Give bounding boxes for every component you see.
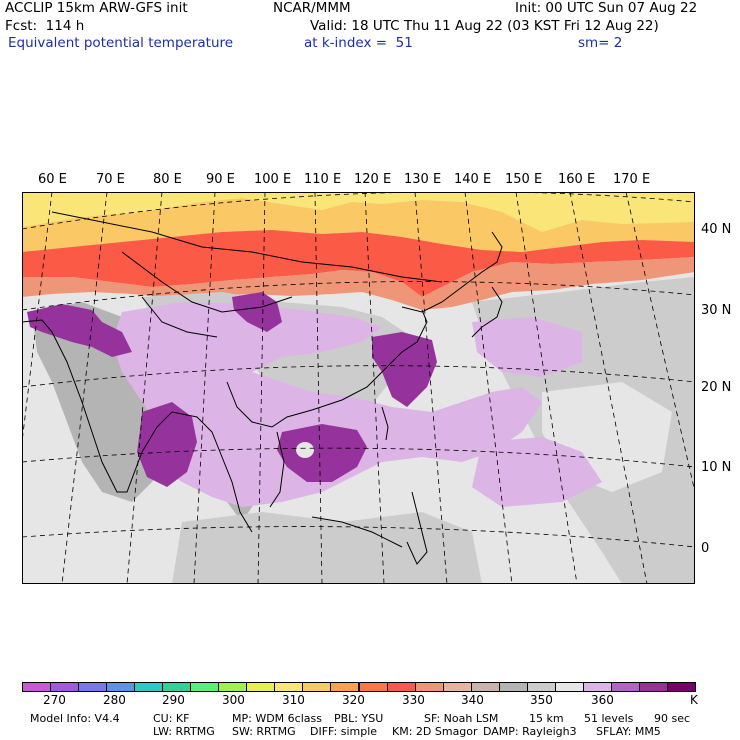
theta-purple-east-china — [372, 332, 437, 407]
model-info-damp: DAMP: Rayleigh3 — [483, 725, 577, 738]
model-info-sw: SW: RRTMG — [232, 725, 296, 738]
lat-label: 0 — [701, 541, 710, 556]
colorbar-swatch — [554, 682, 584, 692]
smoothing-label: sm= 2 — [578, 35, 623, 51]
band-yellow — [22, 192, 695, 232]
colorbar-label: 300 — [222, 693, 245, 707]
lon-label: 130 E — [404, 172, 442, 187]
lon-label: 70 E — [96, 172, 125, 187]
band-red — [22, 230, 695, 297]
theta-core-white — [296, 442, 314, 458]
model-info-sf: SF: Noah LSM — [424, 712, 499, 725]
theta-purple-tibet — [232, 292, 282, 332]
colorbar-swatch — [330, 682, 360, 692]
colorbar-swatch — [274, 682, 304, 692]
colorbar-swatch — [22, 682, 52, 692]
lon-label: 120 E — [354, 172, 392, 187]
colorbar-swatch — [470, 682, 500, 692]
field-name: Equivalent potential temperature — [8, 35, 234, 51]
colorbar-label: 340 — [461, 693, 484, 707]
lat-label: 20 N — [701, 380, 732, 395]
graticule — [22, 192, 695, 584]
coastlines — [22, 211, 503, 565]
theta-light-purple-pacific — [472, 317, 582, 377]
model-info-pbl: PBL: YSU — [334, 712, 384, 725]
colorbar-swatch — [638, 682, 668, 692]
organization-label: NCAR/MMM — [273, 0, 351, 16]
lon-label: 100 E — [254, 172, 292, 187]
lon-label: 90 E — [206, 172, 235, 187]
colorbar-swatch — [190, 682, 220, 692]
colorbar-swatch — [498, 682, 528, 692]
colorbar-label: 280 — [103, 693, 126, 707]
model-info-version: Model Info: V4.4 — [30, 712, 120, 725]
colorbar-swatch — [134, 682, 164, 692]
model-title: ACCLIP 15km ARW-GFS init — [5, 0, 188, 16]
lat-label: 30 N — [701, 303, 732, 318]
colorbar-swatch — [78, 682, 108, 692]
theta-light-purple-east — [472, 437, 602, 507]
model-info-mp: MP: WDM 6class — [232, 712, 322, 725]
colorbar-swatch — [218, 682, 248, 692]
colorbar-swatch — [386, 682, 416, 692]
model-info-levels: 51 levels — [584, 712, 634, 725]
lat-label: 10 N — [701, 460, 732, 475]
model-info-diff: DIFF: simple — [310, 725, 378, 738]
model-info-resolution: 15 km — [529, 712, 564, 725]
lon-label: 140 E — [454, 172, 492, 187]
colorbar-unit: K — [690, 693, 698, 707]
colorbar-label: 310 — [282, 693, 305, 707]
theta-purple-pakistan — [27, 304, 132, 357]
lon-label: 160 E — [558, 172, 596, 187]
colorbar-swatch — [106, 682, 136, 692]
land-maritime — [172, 512, 482, 584]
forecast-hour: Fcst: 114 h — [5, 18, 85, 34]
model-info-cu: CU: KF — [153, 712, 190, 725]
theta-purple-bay — [137, 402, 197, 487]
theta-e-map — [22, 192, 695, 584]
lon-label: 150 E — [505, 172, 543, 187]
colorbar-label: 350 — [530, 693, 553, 707]
colorbar-swatch — [358, 682, 388, 692]
valid-time: Valid: 18 UTC Thu 11 Aug 22 (03 KST Fri … — [310, 18, 659, 34]
model-info-km: KM: 2D Smagor — [392, 725, 478, 738]
colorbar-label: 330 — [402, 693, 425, 707]
lon-label: 170 E — [613, 172, 651, 187]
model-info-sflay: SFLAY: MM5 — [596, 725, 661, 738]
colorbar-swatch — [246, 682, 276, 692]
colorbar-swatch — [442, 682, 472, 692]
level-label: at k-index = 51 — [304, 35, 413, 51]
init-time: Init: 00 UTC Sun 07 Aug 22 — [515, 0, 698, 16]
model-info-timestep: 90 sec — [654, 712, 691, 725]
colorbar-swatch — [610, 682, 640, 692]
colorbar-label: 360 — [591, 693, 614, 707]
lon-label: 80 E — [153, 172, 182, 187]
map-frame — [22, 192, 695, 584]
band-orange — [22, 198, 695, 252]
colorbar-label: 270 — [43, 693, 66, 707]
colorbar-label: 320 — [342, 693, 365, 707]
colorbar-swatch — [526, 682, 556, 692]
model-info-lw: LW: RRTMG — [153, 725, 215, 738]
colorbar-swatch — [50, 682, 80, 692]
theta-purple-scs — [277, 424, 367, 482]
lon-label: 110 E — [304, 172, 342, 187]
colorbar-label: 290 — [162, 693, 185, 707]
lon-label: 60 E — [38, 172, 67, 187]
lat-label: 40 N — [701, 222, 732, 237]
colorbar-swatch — [582, 682, 612, 692]
colorbar-swatch — [302, 682, 332, 692]
colorbar-swatch — [414, 682, 444, 692]
colorbar-swatch — [666, 682, 696, 692]
colorbar-swatch — [162, 682, 192, 692]
